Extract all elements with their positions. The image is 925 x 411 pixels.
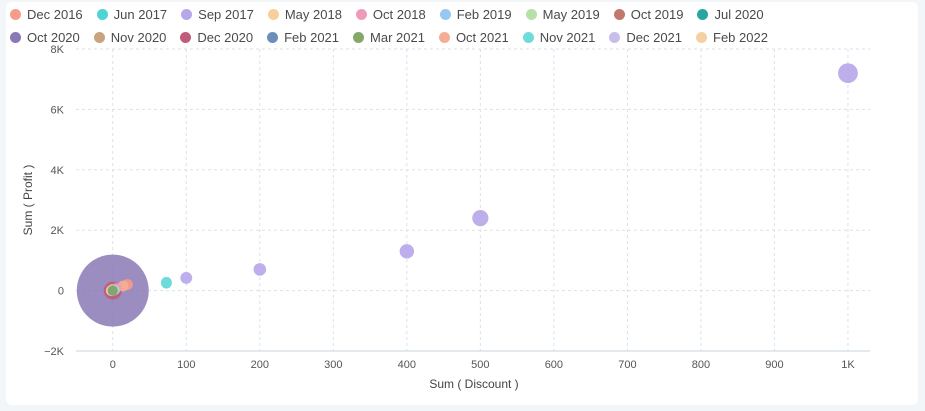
legend-label: Oct 2019 [630,7,684,22]
legend-swatch [10,32,21,43]
legend-item[interactable]: Nov 2020 [93,30,167,45]
legend-item[interactable]: Jul 2020 [697,7,764,22]
legend-label: Jun 2017 [113,7,168,22]
y-tick-label: −2K [44,346,65,358]
y-tick-label: 8K [51,44,65,56]
data-point[interactable] [180,271,193,284]
legend-label: Feb 2022 [713,30,768,45]
legend-item[interactable]: Feb 2022 [696,30,768,45]
legend-swatch [355,9,367,20]
legend-item[interactable]: Feb 2021 [267,30,339,45]
legend-swatch [267,9,279,20]
x-tick-label: 500 [471,359,489,371]
legend-label: Mar 2021 [370,30,425,45]
data-point[interactable] [107,285,118,296]
y-tick-label: 2K [51,225,65,237]
x-tick-label: 0 [110,359,116,371]
legend-swatch [267,32,279,43]
legend-item[interactable]: Sep 2017 [181,7,254,22]
legend-row: Dec 2016 Jun 2017 Sep 2017 May 2018 Oct 2018… [10,3,910,26]
legend-label: Nov 2021 [539,30,596,45]
legend-swatch [180,32,192,43]
legend-swatch [696,32,708,43]
legend-label: Dec 2016 [27,7,83,22]
data-point[interactable] [472,210,489,227]
legend-swatch [609,32,621,43]
legend-item[interactable]: Nov 2021 [522,30,596,45]
x-tick-label: 400 [398,359,416,371]
legend-item[interactable]: Oct 2019 [613,7,684,22]
legend-item[interactable]: Oct 2020 [10,30,80,45]
data-point[interactable] [161,276,172,288]
y-tick-label: 0 [58,286,64,298]
legend-swatch [525,9,537,20]
legend-swatch [522,32,534,43]
legend-label: Dec 2020 [197,30,254,45]
legend-label: Nov 2020 [110,30,167,45]
data-point[interactable] [838,63,858,84]
legend-label: Jul 2020 [714,7,764,22]
legend-label: May 2018 [284,7,342,22]
legend-item[interactable]: May 2018 [267,7,342,22]
legend-row: Oct 2020 Nov 2020 Dec 2020 Feb 2021 Mar 2021… [10,26,910,49]
legend-swatch [697,9,709,20]
legend-label: Feb 2019 [456,7,512,22]
data-point[interactable] [253,263,267,276]
legend-swatch [181,9,193,20]
legend-swatch [353,32,365,43]
x-tick-label: 1K [841,359,855,371]
chart-legend: Dec 2016 Jun 2017 Sep 2017 May 2018 Oct 2018… [10,3,910,49]
x-tick-label: 600 [545,359,563,371]
legend-label: Oct 2018 [372,7,426,22]
legend-swatch [613,9,625,20]
legend-swatch [10,9,21,20]
legend-label: Oct 2021 [455,30,509,45]
legend-item[interactable]: Mar 2021 [353,30,425,45]
data-point[interactable] [399,244,415,259]
x-axis-title: Sum ( Discount ) [429,377,518,391]
legend-swatch [96,9,108,20]
legend-label: Oct 2020 [27,30,80,45]
y-tick-label: 4K [51,165,65,177]
y-tick-label: 6K [51,104,65,116]
x-tick-label: 200 [251,359,269,371]
y-axis-title: Sum ( Profit ) [21,165,35,236]
legend-item[interactable]: Dec 2021 [609,30,682,45]
legend-item[interactable]: Oct 2021 [438,30,509,45]
legend-swatch [93,32,105,43]
legend-item[interactable]: Dec 2016 [10,7,83,22]
legend-label: Dec 2021 [626,30,683,45]
legend-item[interactable]: May 2019 [525,7,600,22]
x-tick-label: 100 [177,359,195,371]
legend-item[interactable]: Oct 2018 [355,7,426,22]
chart-card [6,2,918,405]
x-tick-label: 800 [692,359,710,371]
legend-label: Sep 2017 [198,7,254,22]
legend-label: Feb 2021 [284,30,340,45]
legend-item[interactable]: Jun 2017 [96,7,168,22]
legend-item[interactable]: Dec 2020 [180,30,253,45]
x-tick-label: 900 [765,359,783,371]
legend-swatch [439,9,451,20]
x-tick-label: 300 [324,359,342,371]
legend-item[interactable]: Feb 2019 [439,7,512,22]
legend-label: May 2019 [542,7,600,22]
legend-swatch [438,32,450,43]
x-tick-label: 700 [618,359,636,371]
